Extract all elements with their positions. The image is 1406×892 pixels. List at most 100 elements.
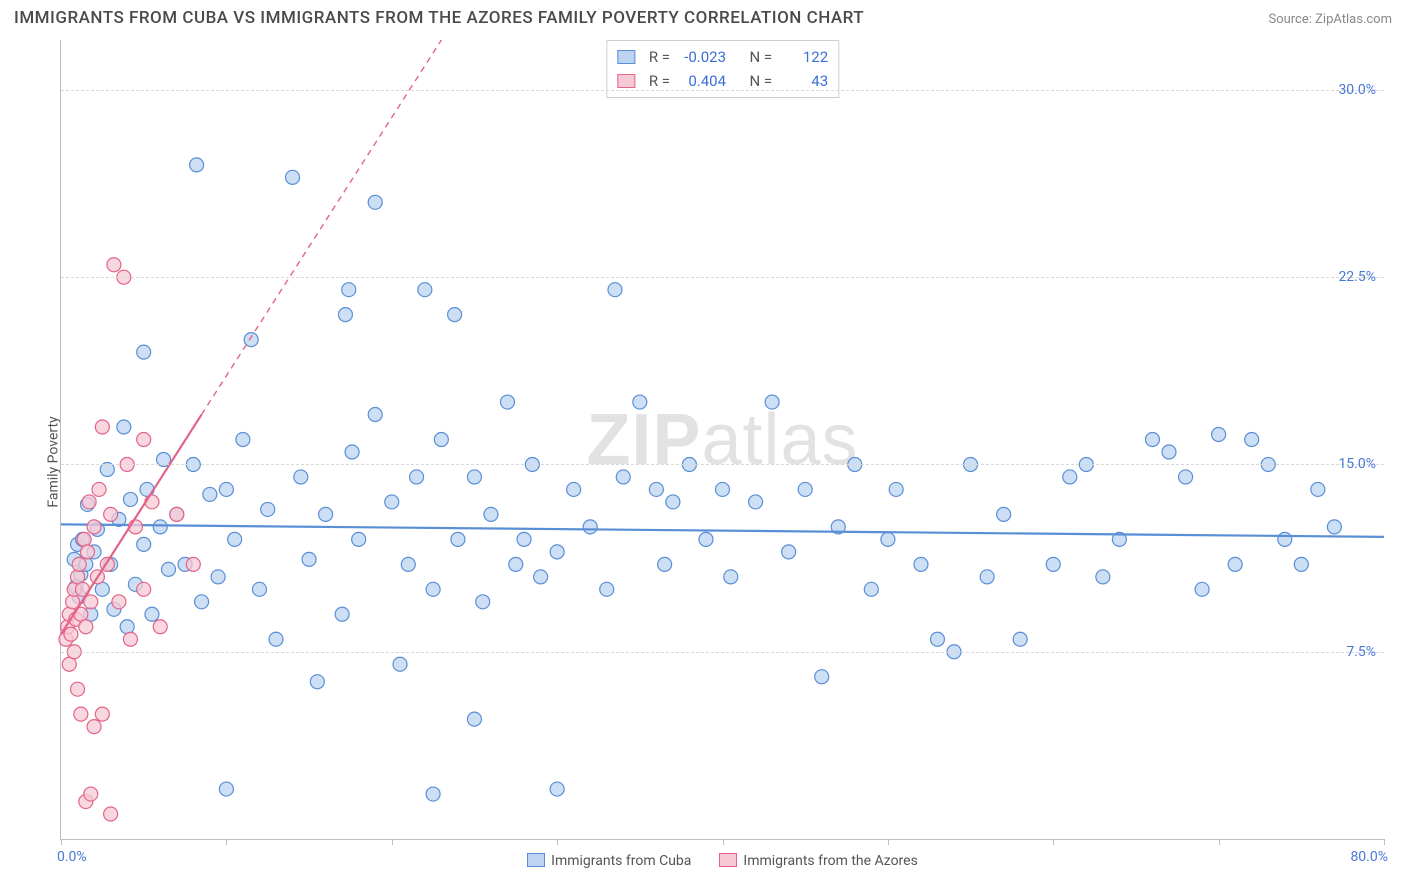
data-point: [211, 570, 225, 584]
data-point: [930, 632, 944, 646]
data-point: [567, 482, 581, 496]
data-point: [864, 582, 878, 596]
x-tick: [557, 839, 558, 845]
data-point: [71, 682, 85, 696]
data-point: [881, 532, 895, 546]
data-point: [467, 470, 481, 484]
data-point: [74, 707, 88, 721]
data-point: [815, 670, 829, 684]
data-point: [980, 570, 994, 584]
data-point: [1046, 557, 1060, 571]
x-tick: [392, 839, 393, 845]
data-point: [749, 495, 763, 509]
data-point: [1096, 570, 1110, 584]
data-point: [724, 570, 738, 584]
gridline: [61, 277, 1384, 278]
data-point: [137, 537, 151, 551]
trend-line-dashed: [202, 40, 442, 415]
legend-swatch: [719, 853, 737, 867]
data-point: [1311, 482, 1325, 496]
x-tick: [1053, 839, 1054, 845]
data-point: [87, 720, 101, 734]
data-point: [997, 507, 1011, 521]
data-point: [104, 507, 118, 521]
data-point: [393, 657, 407, 671]
x-tick: [723, 839, 724, 845]
data-point: [1245, 433, 1259, 447]
y-tick-label: 30.0%: [1338, 82, 1376, 98]
data-point: [658, 557, 672, 571]
data-point: [123, 492, 137, 506]
data-point: [335, 607, 349, 621]
data-point: [1063, 470, 1077, 484]
data-point: [80, 545, 94, 559]
data-point: [1294, 557, 1308, 571]
data-point: [117, 420, 131, 434]
data-point: [112, 595, 126, 609]
data-point: [716, 482, 730, 496]
data-point: [368, 195, 382, 209]
data-point: [261, 502, 275, 516]
legend-item: Immigrants from the Azores: [719, 853, 917, 869]
data-point: [501, 395, 515, 409]
data-point: [666, 495, 680, 509]
x-tick: [1219, 839, 1220, 845]
data-point: [219, 482, 233, 496]
data-point: [145, 607, 159, 621]
legend-label: Immigrants from the Azores: [743, 853, 917, 869]
data-point: [120, 620, 134, 634]
legend-item: Immigrants from Cuba: [527, 853, 691, 869]
data-point: [104, 807, 118, 821]
data-point: [252, 582, 266, 596]
data-point: [1195, 582, 1209, 596]
data-point: [236, 433, 250, 447]
data-point: [633, 395, 647, 409]
data-point: [84, 787, 98, 801]
data-point: [1278, 532, 1292, 546]
data-point: [550, 782, 564, 796]
data-point: [342, 283, 356, 297]
data-point: [123, 632, 137, 646]
chart-header: IMMIGRANTS FROM CUBA VS IMMIGRANTS FROM …: [0, 0, 1406, 32]
data-point: [418, 283, 432, 297]
data-point: [765, 395, 779, 409]
data-point: [153, 620, 167, 634]
data-point: [161, 562, 175, 576]
data-point: [219, 782, 233, 796]
data-point: [95, 707, 109, 721]
data-point: [550, 545, 564, 559]
data-point: [345, 445, 359, 459]
data-point: [352, 532, 366, 546]
data-point: [1013, 632, 1027, 646]
data-point: [467, 712, 481, 726]
data-point: [186, 557, 200, 571]
data-point: [434, 433, 448, 447]
data-point: [302, 552, 316, 566]
data-point: [82, 495, 96, 509]
data-point: [310, 675, 324, 689]
data-point: [319, 507, 333, 521]
data-point: [92, 482, 106, 496]
data-point: [385, 495, 399, 509]
series-legend: Immigrants from Cuba Immigrants from the …: [61, 853, 1384, 869]
gridline: [61, 652, 1384, 653]
data-point: [1228, 557, 1242, 571]
data-point: [426, 787, 440, 801]
data-point: [72, 557, 86, 571]
trend-line: [61, 524, 1384, 536]
plot-area: ZIPatlas R =-0.023 N =122R =0.404 N =43 …: [60, 40, 1384, 840]
data-point: [1179, 470, 1193, 484]
data-point: [107, 258, 121, 272]
chart-area: Family Poverty ZIPatlas R =-0.023 N =122…: [14, 40, 1392, 884]
data-point: [294, 470, 308, 484]
data-point: [153, 520, 167, 534]
data-point: [608, 283, 622, 297]
data-point: [137, 433, 151, 447]
scatter-svg: [61, 40, 1384, 839]
data-point: [451, 532, 465, 546]
y-tick-label: 7.5%: [1346, 644, 1376, 660]
data-point: [64, 627, 78, 641]
data-point: [95, 420, 109, 434]
data-point: [699, 532, 713, 546]
legend-swatch: [527, 853, 545, 867]
